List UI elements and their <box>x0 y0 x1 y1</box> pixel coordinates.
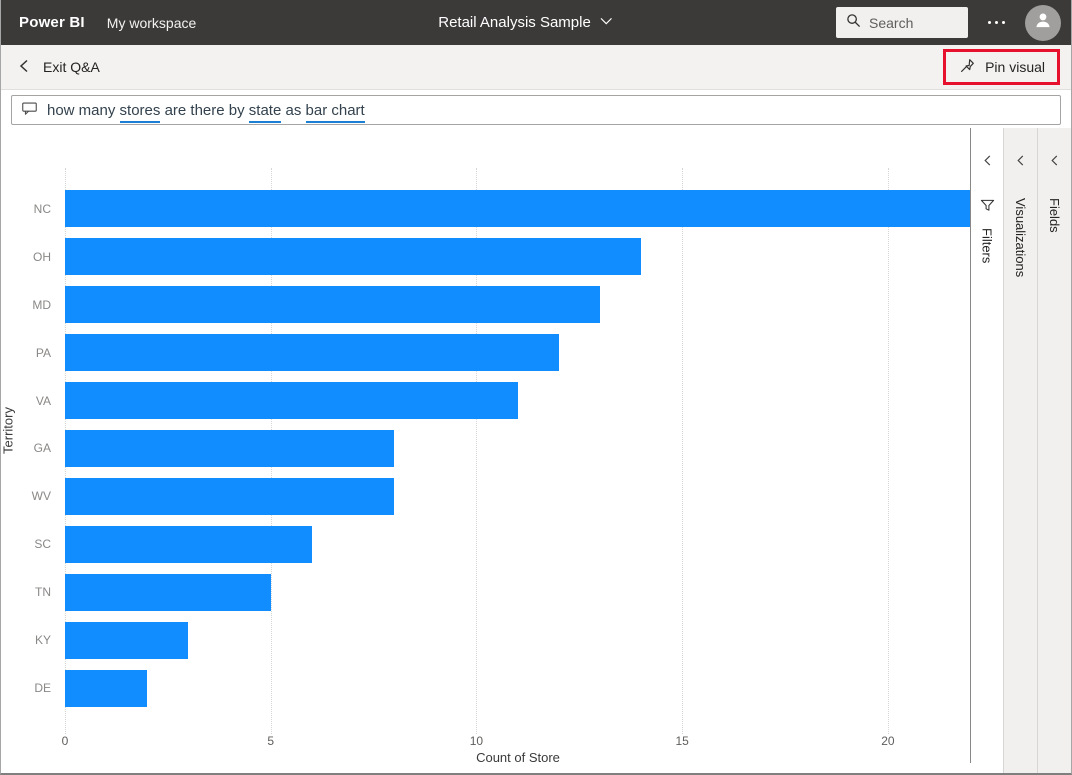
chart-bars: NC OH MD PA VA GA WV SC TN KY DE <box>1 185 971 712</box>
bar-row: OH <box>1 233 971 281</box>
category-label: TN <box>35 585 51 600</box>
category-label: NC <box>33 201 51 216</box>
bar-row: TN <box>1 568 971 616</box>
visualizations-pane-collapsed[interactable]: Visualizations <box>1003 128 1037 773</box>
category-label: MD <box>32 297 51 312</box>
category-label: KY <box>34 633 51 648</box>
category-label: DE <box>34 681 51 696</box>
bar-OH[interactable] <box>65 238 642 276</box>
x-tick-label: 10 <box>469 734 484 748</box>
category-label: GA <box>33 441 51 456</box>
back-chevron-icon <box>17 58 31 77</box>
x-axis-ticks: 0 5 10 15 20 <box>61 734 971 748</box>
search-icon <box>846 13 861 33</box>
speech-bubble-icon <box>20 99 39 122</box>
visualizations-pane-label: Visualizations <box>1013 198 1028 278</box>
expand-chevron-icon[interactable] <box>982 154 993 172</box>
bar-VA[interactable] <box>65 382 518 420</box>
category-label: SC <box>34 537 51 552</box>
exit-qa-label: Exit Q&A <box>43 59 100 75</box>
user-avatar[interactable] <box>1025 4 1061 41</box>
gridline <box>887 168 889 734</box>
expand-chevron-icon[interactable] <box>1049 154 1060 172</box>
dataset-title: Retail Analysis Sample <box>438 14 591 31</box>
exit-qa-button[interactable]: Exit Q&A <box>17 58 100 77</box>
bar-GA[interactable] <box>65 429 395 467</box>
x-tick-label: 20 <box>881 734 895 748</box>
qa-toolbar: Exit Q&A Pin visual <box>1 45 1071 90</box>
recognized-term: state <box>248 101 282 123</box>
recognized-term: stores <box>119 101 161 123</box>
x-tick-label: 5 <box>267 734 275 748</box>
canvas-pane-divider <box>970 128 971 763</box>
bar-row: WV <box>1 472 971 520</box>
fields-pane-label: Fields <box>1047 198 1062 233</box>
bar-NC[interactable] <box>65 190 971 228</box>
x-tick-label: 15 <box>675 734 689 748</box>
bar-row: PA <box>1 329 971 377</box>
category-label: WV <box>31 489 51 504</box>
bar-row: DE <box>1 664 971 712</box>
bar-DE[interactable] <box>65 669 148 707</box>
powerbi-logo[interactable]: Power BI <box>19 14 85 31</box>
filters-pane-collapsed[interactable]: Filters <box>971 128 1003 773</box>
category-label: PA <box>35 345 51 360</box>
search-input[interactable]: Search <box>836 7 968 38</box>
pin-visual-highlight: Pin visual <box>943 49 1060 85</box>
category-label: OH <box>33 249 51 264</box>
bar-row: NC <box>1 185 971 233</box>
qa-question-text: how many stores are there by state as ba… <box>47 101 365 123</box>
bar-TN[interactable] <box>65 573 271 611</box>
category-label: VA <box>35 393 51 408</box>
search-placeholder: Search <box>869 14 914 31</box>
bar-SC[interactable] <box>65 525 312 563</box>
qa-canvas: Territory NC OH MD PA VA GA WV SC TN KY DE 0 5 10 15 2… <box>1 128 1071 773</box>
pin-visual-button[interactable]: Pin visual <box>958 57 1045 78</box>
more-options-icon[interactable] <box>982 21 1011 24</box>
topbar-actions: Search <box>836 4 1071 41</box>
expand-chevron-icon[interactable] <box>1015 154 1026 172</box>
qa-input-region: how many stores are there by state as ba… <box>1 90 1071 128</box>
bar-KY[interactable] <box>65 621 189 659</box>
fields-pane-collapsed[interactable]: Fields <box>1037 128 1071 773</box>
bar-MD[interactable] <box>65 286 600 324</box>
chevron-down-icon <box>599 14 613 32</box>
filters-pane-label: Filters <box>979 228 995 264</box>
filter-funnel-icon <box>980 198 995 218</box>
bar-row: KY <box>1 616 971 664</box>
app-header: Power BI My workspace Retail Analysis Sa… <box>1 0 1071 45</box>
bar-row: VA <box>1 377 971 425</box>
breadcrumb-workspace[interactable]: My workspace <box>106 14 197 31</box>
bar-row: SC <box>1 520 971 568</box>
gridline <box>476 168 478 734</box>
bar-PA[interactable] <box>65 334 559 372</box>
bar-row: GA <box>1 425 971 473</box>
pushpin-icon <box>958 57 976 78</box>
bar-WV[interactable] <box>65 477 395 515</box>
pin-visual-label: Pin visual <box>985 59 1045 75</box>
qa-question-input[interactable]: how many stores are there by state as ba… <box>11 95 1061 125</box>
x-tick-label: 0 <box>61 734 69 748</box>
recognized-term: bar chart <box>305 101 365 123</box>
person-icon <box>1032 9 1054 36</box>
bar-chart-visual[interactable]: Territory NC OH MD PA VA GA WV SC TN KY DE 0 5 10 15 2… <box>1 128 971 773</box>
dataset-title-menu[interactable]: Retail Analysis Sample <box>438 14 613 32</box>
bar-row: MD <box>1 281 971 329</box>
x-axis-title: Count of Store <box>476 750 560 765</box>
gridline <box>682 168 684 734</box>
